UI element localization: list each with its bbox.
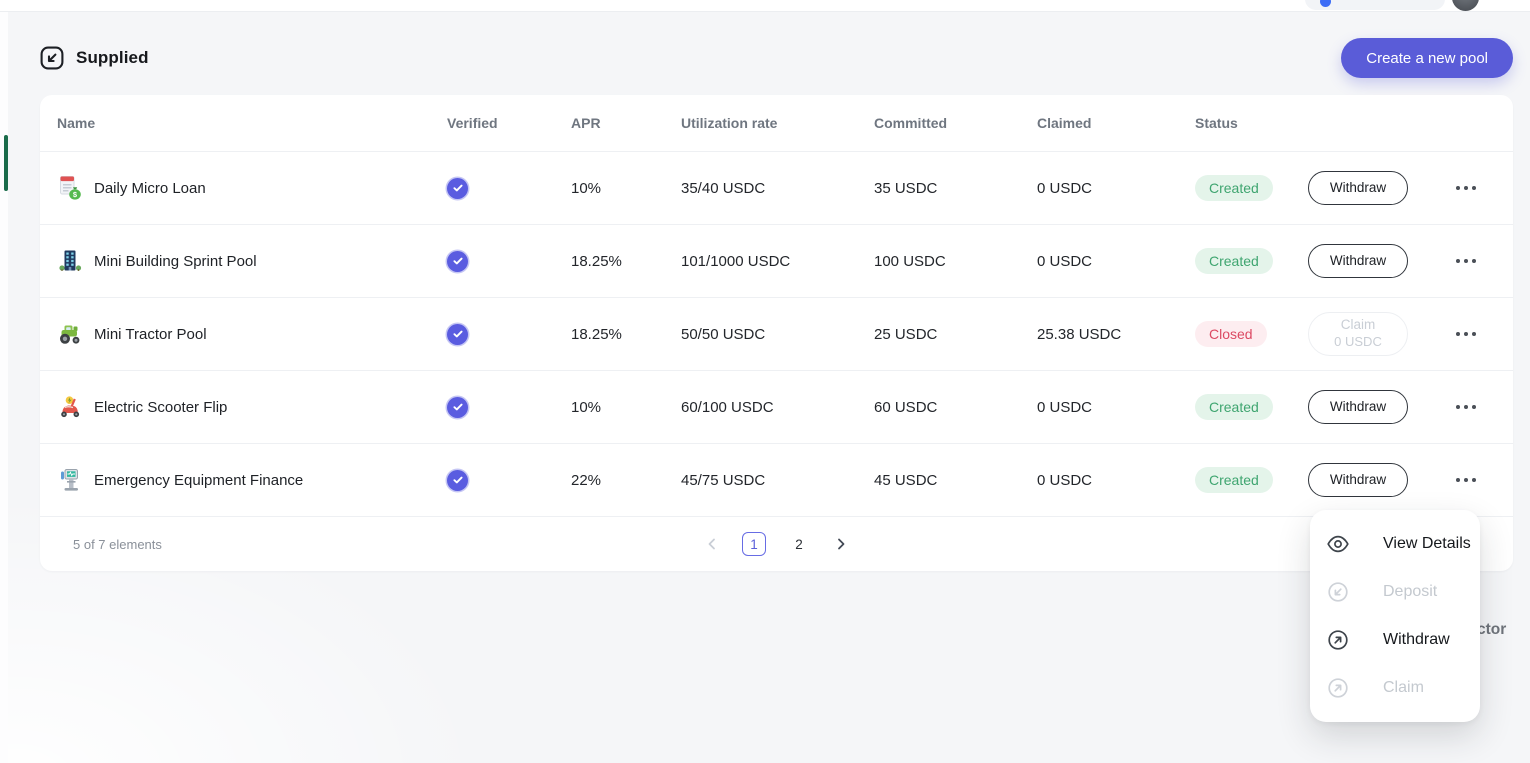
table-row: Electric Scooter Flip 10% 60/100 USDC 60 US…: [40, 371, 1513, 444]
withdraw-button[interactable]: Withdraw: [1308, 171, 1408, 205]
verified-badge-icon: [447, 250, 468, 272]
menu-item-view-details[interactable]: View Details: [1310, 520, 1480, 568]
pool-name: Mini Tractor Pool: [94, 325, 207, 343]
claimed-value: 0 USDC: [1037, 179, 1093, 197]
withdraw-button[interactable]: Withdraw: [1308, 463, 1408, 497]
status-badge: Closed: [1195, 321, 1267, 347]
withdraw-button[interactable]: Withdraw: [1308, 244, 1408, 278]
utilization-rate-value: 60/100 USDC: [681, 398, 774, 416]
menu-item-withdraw[interactable]: Withdraw: [1310, 616, 1480, 664]
utilization-rate-value: 35/40 USDC: [681, 179, 766, 197]
committed-value: 25 USDC: [874, 325, 938, 343]
committed-value: 45 USDC: [874, 471, 938, 489]
table-body: $ Daily Micro Loan 10% 35/40 USDC 35 USDC 0 U…: [40, 152, 1513, 517]
utilization-rate-value: 101/1000 USDC: [681, 252, 791, 270]
row-more-actions-button[interactable]: [1454, 399, 1479, 416]
column-header-committed: Committed: [874, 115, 948, 131]
table-row: $ Daily Micro Loan 10% 35/40 USDC 35 USDC 0 U…: [40, 152, 1513, 225]
table-row: Emergency Equipment Finance 22% 45/75 USDC…: [40, 444, 1513, 517]
status-badge: Created: [1195, 394, 1273, 420]
eye-icon: [1326, 532, 1350, 556]
medical-equipment-icon: [57, 467, 83, 493]
verified-badge-icon: [447, 323, 468, 345]
left-scroll-indicator: [4, 135, 8, 191]
create-pool-button[interactable]: Create a new pool: [1341, 38, 1513, 78]
elements-count: 5 of 7 elements: [73, 536, 162, 552]
status-badge: Created: [1195, 175, 1273, 201]
pagination-page-2[interactable]: 2: [787, 532, 811, 556]
verified-badge-icon: [447, 177, 468, 199]
claimed-value: 0 USDC: [1037, 252, 1093, 270]
pool-name: Daily Micro Loan: [94, 179, 206, 197]
scooter-icon: [57, 394, 83, 420]
committed-value: 60 USDC: [874, 398, 938, 416]
claimed-value: 0 USDC: [1037, 398, 1093, 416]
withdraw-arrow-icon: [1326, 628, 1350, 652]
claimed-value: 0 USDC: [1037, 471, 1093, 489]
committed-value: 100 USDC: [874, 252, 946, 270]
utilization-rate-value: 45/75 USDC: [681, 471, 766, 489]
committed-value: 35 USDC: [874, 179, 938, 197]
table-header-row: Name Verified APR Utilization rate Committed…: [40, 95, 1513, 152]
pagination-page-1[interactable]: 1: [742, 532, 766, 556]
pool-name: Mini Building Sprint Pool: [94, 252, 257, 270]
apr-value: 18.25%: [571, 325, 622, 343]
table-row: Mini Building Sprint Pool 18.25% 101/1000 …: [40, 225, 1513, 298]
pool-name: Emergency Equipment Finance: [94, 471, 304, 489]
title-wrap: Supplied: [40, 46, 149, 70]
utilization-rate-value: 50/50 USDC: [681, 325, 766, 343]
column-header-status: Status: [1195, 115, 1238, 131]
avatar[interactable]: [1452, 0, 1479, 11]
row-more-actions-button[interactable]: [1454, 180, 1479, 197]
left-edge-strip: [0, 12, 8, 763]
apr-value: 10%: [571, 179, 602, 197]
row-more-actions-button[interactable]: [1454, 472, 1479, 489]
column-header-utilization-rate: Utilization rate: [681, 115, 778, 131]
column-header-apr: APR: [571, 115, 601, 131]
column-header-claimed: Claimed: [1037, 115, 1092, 131]
pagination-next-button[interactable]: [832, 535, 850, 553]
claimed-value: 25.38 USDC: [1037, 325, 1122, 343]
wallet-status-dot: [1320, 0, 1331, 7]
verified-badge-icon: [447, 469, 468, 491]
apr-value: 22%: [571, 471, 602, 489]
menu-item-deposit[interactable]: Deposit: [1310, 568, 1480, 616]
svg-text:$: $: [73, 190, 78, 199]
pool-name: Electric Scooter Flip: [94, 398, 228, 416]
column-header-name: Name: [57, 115, 96, 131]
withdraw-button[interactable]: Withdraw: [1308, 390, 1408, 424]
supplied-arrow-down-left-icon: [40, 46, 64, 70]
apr-value: 18.25%: [571, 252, 622, 270]
building-icon: [57, 248, 83, 274]
verified-badge-icon: [447, 396, 468, 418]
topbar: [0, 0, 1530, 12]
claim-arrow-icon: [1326, 676, 1350, 700]
status-badge: Created: [1195, 467, 1273, 493]
column-header-verified: Verified: [447, 115, 498, 131]
pagination-prev-button[interactable]: [703, 535, 721, 553]
wallet-pill[interactable]: [1305, 0, 1445, 10]
context-menu: View Details Deposit Withdraw Claim: [1310, 510, 1480, 722]
table-row: Mini Tractor Pool 18.25% 50/50 USDC 25 USDC…: [40, 298, 1513, 371]
row-more-actions-button[interactable]: [1454, 253, 1479, 270]
apr-value: 10%: [571, 398, 602, 416]
menu-item-claim[interactable]: Claim: [1310, 664, 1480, 712]
supplied-table-card: Name Verified APR Utilization rate Committed…: [40, 95, 1513, 571]
row-more-actions-button[interactable]: [1454, 326, 1479, 343]
claim-button[interactable]: Claim 0 USDC: [1308, 312, 1408, 356]
tractor-icon: [57, 321, 83, 347]
background-partial-text: ctor: [1477, 621, 1507, 638]
section-header: Supplied Create a new pool: [40, 36, 1513, 80]
page-title: Supplied: [76, 48, 149, 67]
loan-document-icon: $: [57, 175, 83, 201]
status-badge: Created: [1195, 248, 1273, 274]
deposit-arrow-icon: [1326, 580, 1350, 604]
